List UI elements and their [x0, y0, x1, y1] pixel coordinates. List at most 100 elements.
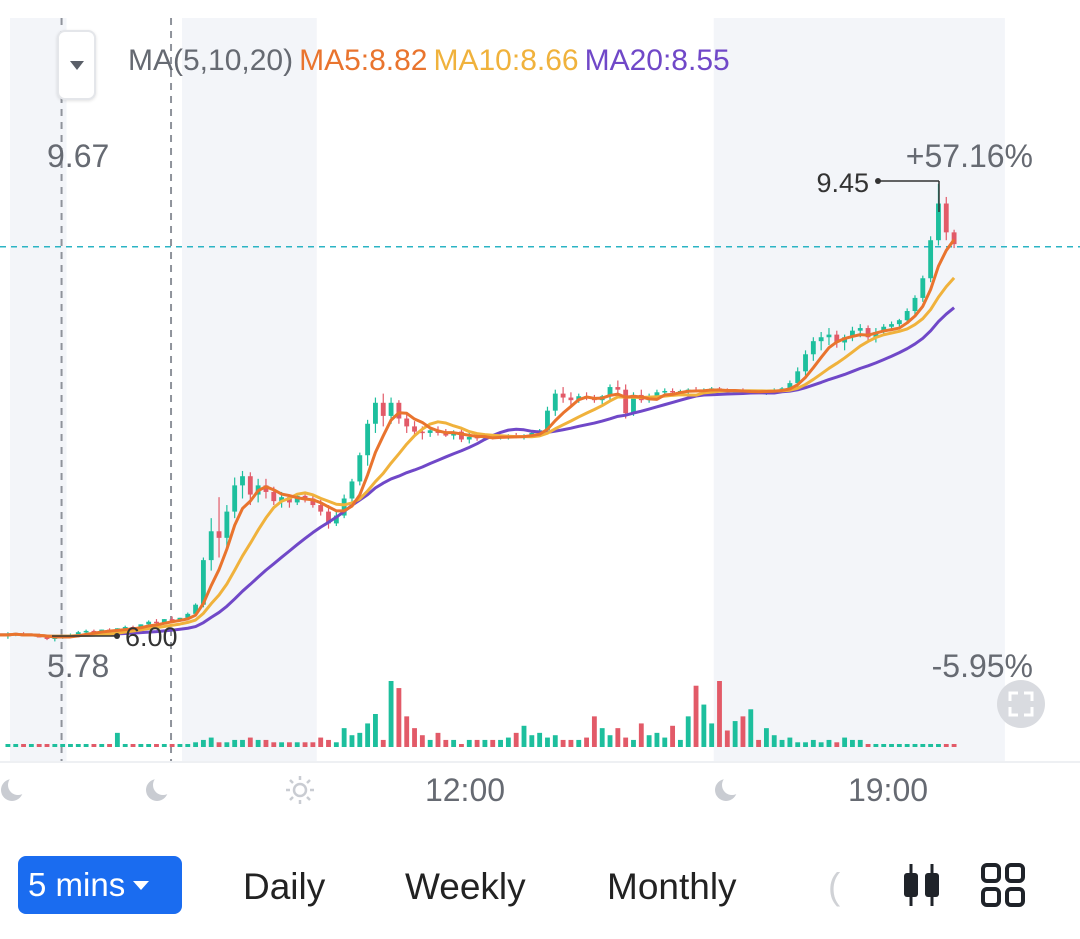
volume-bar [91, 744, 97, 747]
volume-bar [482, 739, 488, 747]
tab-weekly[interactable]: Weekly [405, 866, 526, 907]
dropdown-caret-icon [69, 60, 84, 70]
volume-bar [169, 744, 175, 747]
volume-bar [357, 732, 363, 747]
volume-bar [591, 716, 597, 747]
volume-bar [857, 739, 863, 747]
volume-bar [193, 742, 199, 747]
volume-bar [662, 737, 668, 747]
candle [826, 328, 832, 346]
candle [865, 325, 871, 342]
volume-bar [810, 739, 816, 747]
volume-bar [52, 744, 58, 747]
candle [951, 229, 957, 249]
tab-monthly[interactable]: Monthly [607, 866, 737, 907]
volume-bar [200, 739, 206, 747]
candle [240, 470, 245, 499]
sun-icon [286, 776, 314, 804]
volume-bar [310, 742, 316, 747]
ma-legend-label: MA(5,10,20) [128, 44, 294, 77]
time-label-12: 12:00 [425, 772, 505, 808]
moving-average-lines [0, 238, 956, 639]
candle [357, 452, 363, 486]
volume-bar [685, 716, 691, 747]
volume-bar [44, 744, 50, 747]
volume-bar [920, 744, 926, 747]
volume-bar [803, 742, 808, 747]
candle [380, 393, 386, 427]
candle [208, 518, 214, 571]
volume-bar [373, 714, 378, 747]
volume-bar [443, 739, 449, 747]
volume-bar [380, 739, 386, 747]
volume-bar [130, 744, 136, 747]
candle [928, 236, 934, 283]
moon-icon [715, 775, 742, 801]
volume-bar [654, 732, 660, 747]
volume-bar [834, 742, 840, 747]
volume-bar [560, 739, 566, 747]
candle [552, 389, 558, 416]
volume-bar [607, 735, 613, 747]
volume-bar [896, 744, 902, 747]
volume-bar [584, 737, 589, 747]
volume-bar [122, 744, 128, 747]
volume-bar [365, 723, 371, 747]
tab-more-cut[interactable]: ( [828, 866, 841, 907]
high-marker-label: 9.45 [816, 168, 869, 198]
volume-bar [631, 739, 636, 747]
volume-bar [545, 737, 550, 747]
candle [920, 275, 926, 302]
candlestick-chart[interactable]: 9.67 5.78 +57.16% -5.95% 9.45 6.00 12:00… [0, 0, 1080, 820]
moon-icon [1, 775, 28, 801]
volume-bar [881, 744, 887, 747]
volume-bar [826, 739, 832, 747]
volume-bar [474, 739, 480, 747]
ma10-line [0, 276, 956, 638]
volume-bar [83, 744, 89, 747]
time-label-19: 19:00 [848, 772, 928, 808]
session-shade-1 [182, 18, 317, 762]
candlestick-icon[interactable] [898, 860, 948, 910]
volume-bar [185, 744, 191, 747]
low-marker: 6.00 [52, 622, 178, 652]
volume-bar [599, 728, 605, 747]
volume-bar [224, 742, 230, 747]
candle [200, 557, 206, 608]
volume-bar [161, 744, 167, 747]
volume-bar [490, 739, 496, 747]
volume-bar [349, 735, 355, 747]
volume-bar [724, 730, 730, 747]
candle [881, 324, 887, 335]
session-dashed-markers [60, 18, 173, 762]
grid-icon[interactable] [978, 860, 1028, 910]
indicator-dropdown-button[interactable] [57, 30, 96, 100]
volume-bar [263, 739, 269, 747]
candle [850, 326, 855, 342]
candle [896, 318, 902, 327]
candle [943, 196, 949, 241]
candle [365, 419, 371, 466]
volume-bar [763, 728, 769, 747]
candle [904, 308, 910, 323]
tab-5-mins[interactable]: 5 mins [18, 856, 182, 914]
volume-bar [107, 744, 112, 747]
candle [873, 328, 879, 343]
volume-bar [99, 744, 105, 747]
volume-bar [177, 744, 183, 747]
candle [459, 429, 464, 443]
candle [263, 478, 269, 499]
volume-bar [646, 735, 652, 747]
ma5-value: MA5:8.82 [299, 44, 428, 77]
expand-button[interactable] [997, 680, 1045, 728]
candle [373, 397, 378, 433]
timeframe-tabbar: 5 mins Daily Weekly Monthly ( [0, 840, 1080, 939]
candle [607, 384, 613, 401]
candle [623, 384, 629, 419]
pct-label-bottom-right: -5.95% [932, 648, 1033, 684]
volume-bar [521, 725, 527, 747]
tab-daily[interactable]: Daily [243, 866, 326, 907]
volume-bar [818, 742, 824, 747]
volume-bar [435, 732, 441, 747]
volume-bar [865, 744, 871, 747]
